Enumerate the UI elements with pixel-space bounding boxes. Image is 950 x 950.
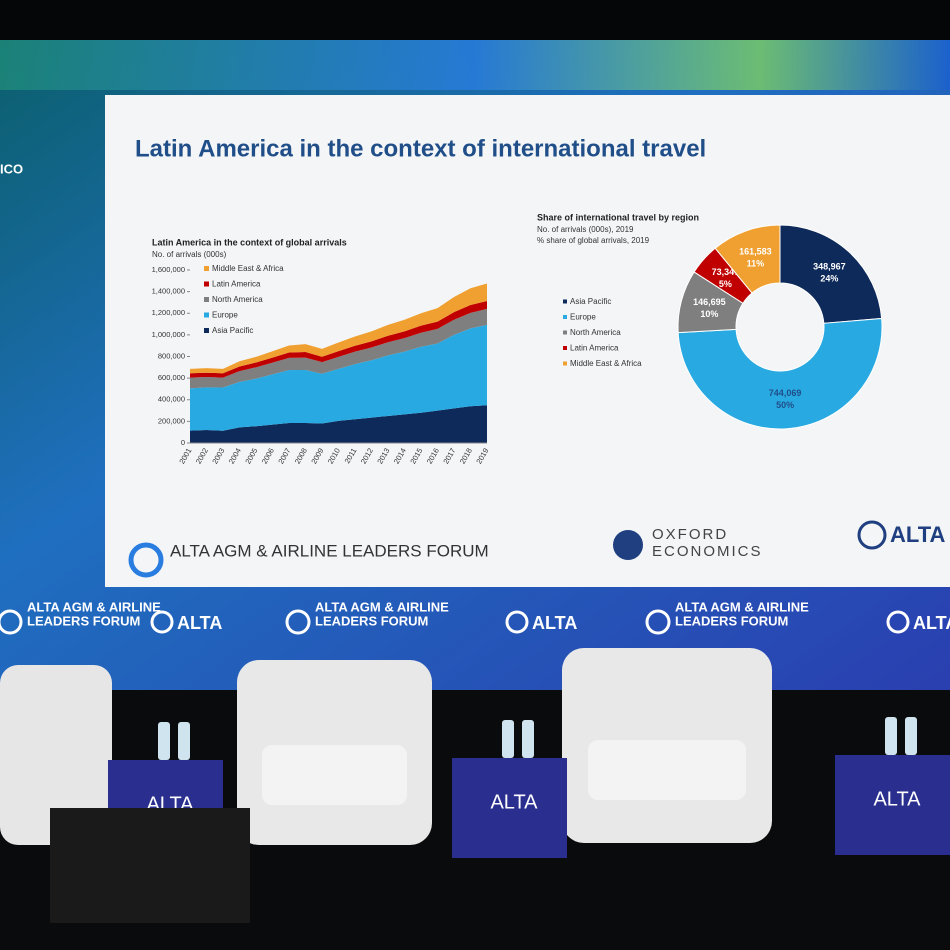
forum-logo (128, 542, 164, 578)
value-label: 744,069 (769, 388, 802, 398)
share-label: 11% (747, 259, 765, 269)
donut-slice (677, 317, 883, 430)
legend-label: Europe (570, 313, 596, 322)
footer-mid: ECONOMICS (652, 543, 763, 560)
legend-label: North America (212, 295, 263, 304)
banner-logo (645, 609, 671, 635)
banner-text: ALTA AGM & AIRLINE (27, 599, 161, 614)
legend-swatch (563, 346, 567, 350)
y-tick-label: 1,600,000 (152, 265, 185, 274)
banner-text: ALTA AGM & AIRLINE (315, 599, 449, 614)
legend-label: North America (570, 328, 621, 337)
value-label: 161,583 (739, 247, 772, 257)
banner-logo (285, 609, 311, 635)
bottle (885, 717, 897, 755)
legend-swatch (204, 281, 209, 287)
legend-swatch (204, 328, 209, 333)
legend-swatch (563, 315, 567, 319)
legend-swatch (204, 312, 209, 318)
footer-mid: OXFORD (652, 526, 728, 543)
banner-logo (0, 609, 23, 635)
y-tick-label: 400,000 (158, 395, 185, 404)
banner-logo (505, 610, 529, 634)
banner-text: LEADERS FORUM (27, 613, 140, 628)
chairs (0, 648, 772, 845)
legend-swatch (563, 361, 567, 366)
banner-text: ALTA (177, 613, 222, 633)
legend-label: Middle East & Africa (570, 359, 642, 368)
screen-band (0, 40, 950, 90)
area (190, 405, 487, 443)
value-label: 146,695 (693, 297, 726, 307)
value-label: 348,967 (813, 262, 846, 272)
bottle (158, 722, 170, 760)
chart-title: Latin America in the context of global a… (152, 237, 347, 247)
banner-text: ALTA (532, 613, 577, 633)
share-label: 10% (700, 309, 718, 319)
share-label: 5% (719, 279, 732, 289)
slide-title: Latin America in the context of internat… (135, 135, 706, 162)
stage-table-label: ALTA (873, 788, 921, 810)
donut-slice (714, 224, 781, 294)
y-tick-label: 800,000 (158, 351, 185, 360)
legend-label: Middle East & Africa (212, 264, 284, 273)
legend-label: Europe (212, 311, 238, 320)
share-label: 50% (776, 400, 794, 410)
banner-text: LEADERS FORUM (675, 613, 788, 628)
legend-label: Asia Pacific (570, 297, 611, 306)
legend-swatch (204, 297, 209, 302)
stage-table (452, 758, 567, 858)
chart-subtitle: No. of arrivals (000s), 2019 (537, 225, 634, 234)
value-label: 73,347 (712, 267, 740, 277)
legend-swatch (204, 266, 209, 271)
legend-label: Latin America (570, 344, 619, 353)
stage-table-label: ALTA (490, 791, 538, 813)
footer-left: ALTA AGM & AIRLINE LEADERS FORUM (170, 541, 489, 560)
bottle (522, 720, 534, 758)
chart-subtitle: No. of arrivals (000s) (152, 250, 227, 259)
y-tick-label: 1,400,000 (152, 287, 185, 296)
chair (0, 665, 112, 845)
chair-seat (588, 740, 746, 800)
stage-table (835, 755, 950, 855)
bottle (905, 717, 917, 755)
corner-logo: ICO (0, 161, 23, 176)
y-tick-label: 600,000 (158, 373, 185, 382)
bottle (502, 720, 514, 758)
banner-text: ALTA AGM & AIRLINE (675, 599, 809, 614)
footer-right: ALTA (890, 522, 945, 547)
y-tick-label: 1,000,000 (152, 330, 185, 339)
chart-subtitle: % share of global arrivals, 2019 (537, 236, 650, 245)
chair-seat (262, 745, 407, 805)
chart-title: Share of international travel by region (537, 212, 699, 222)
banner-logo (150, 610, 174, 634)
banner-text: LEADERS FORUM (315, 613, 428, 628)
legend-label: Asia Pacific (212, 326, 253, 335)
y-tick-label: 200,000 (158, 416, 185, 425)
oxford-logo (613, 530, 643, 560)
area (190, 324, 487, 431)
legend-swatch (563, 299, 567, 304)
banner-logo (886, 610, 910, 634)
y-tick-label: 1,200,000 (152, 308, 185, 317)
legend-swatch (563, 330, 567, 335)
area (190, 308, 487, 389)
y-tick-label: 0 (181, 438, 185, 447)
legend-label: Latin America (212, 280, 261, 289)
donut-slice (779, 224, 883, 324)
share-label: 24% (820, 274, 838, 284)
alta-logo (857, 520, 887, 550)
slide (105, 95, 950, 587)
bottle (178, 722, 190, 760)
banner-text: ALTA (913, 613, 950, 633)
speaker-box (50, 808, 250, 923)
